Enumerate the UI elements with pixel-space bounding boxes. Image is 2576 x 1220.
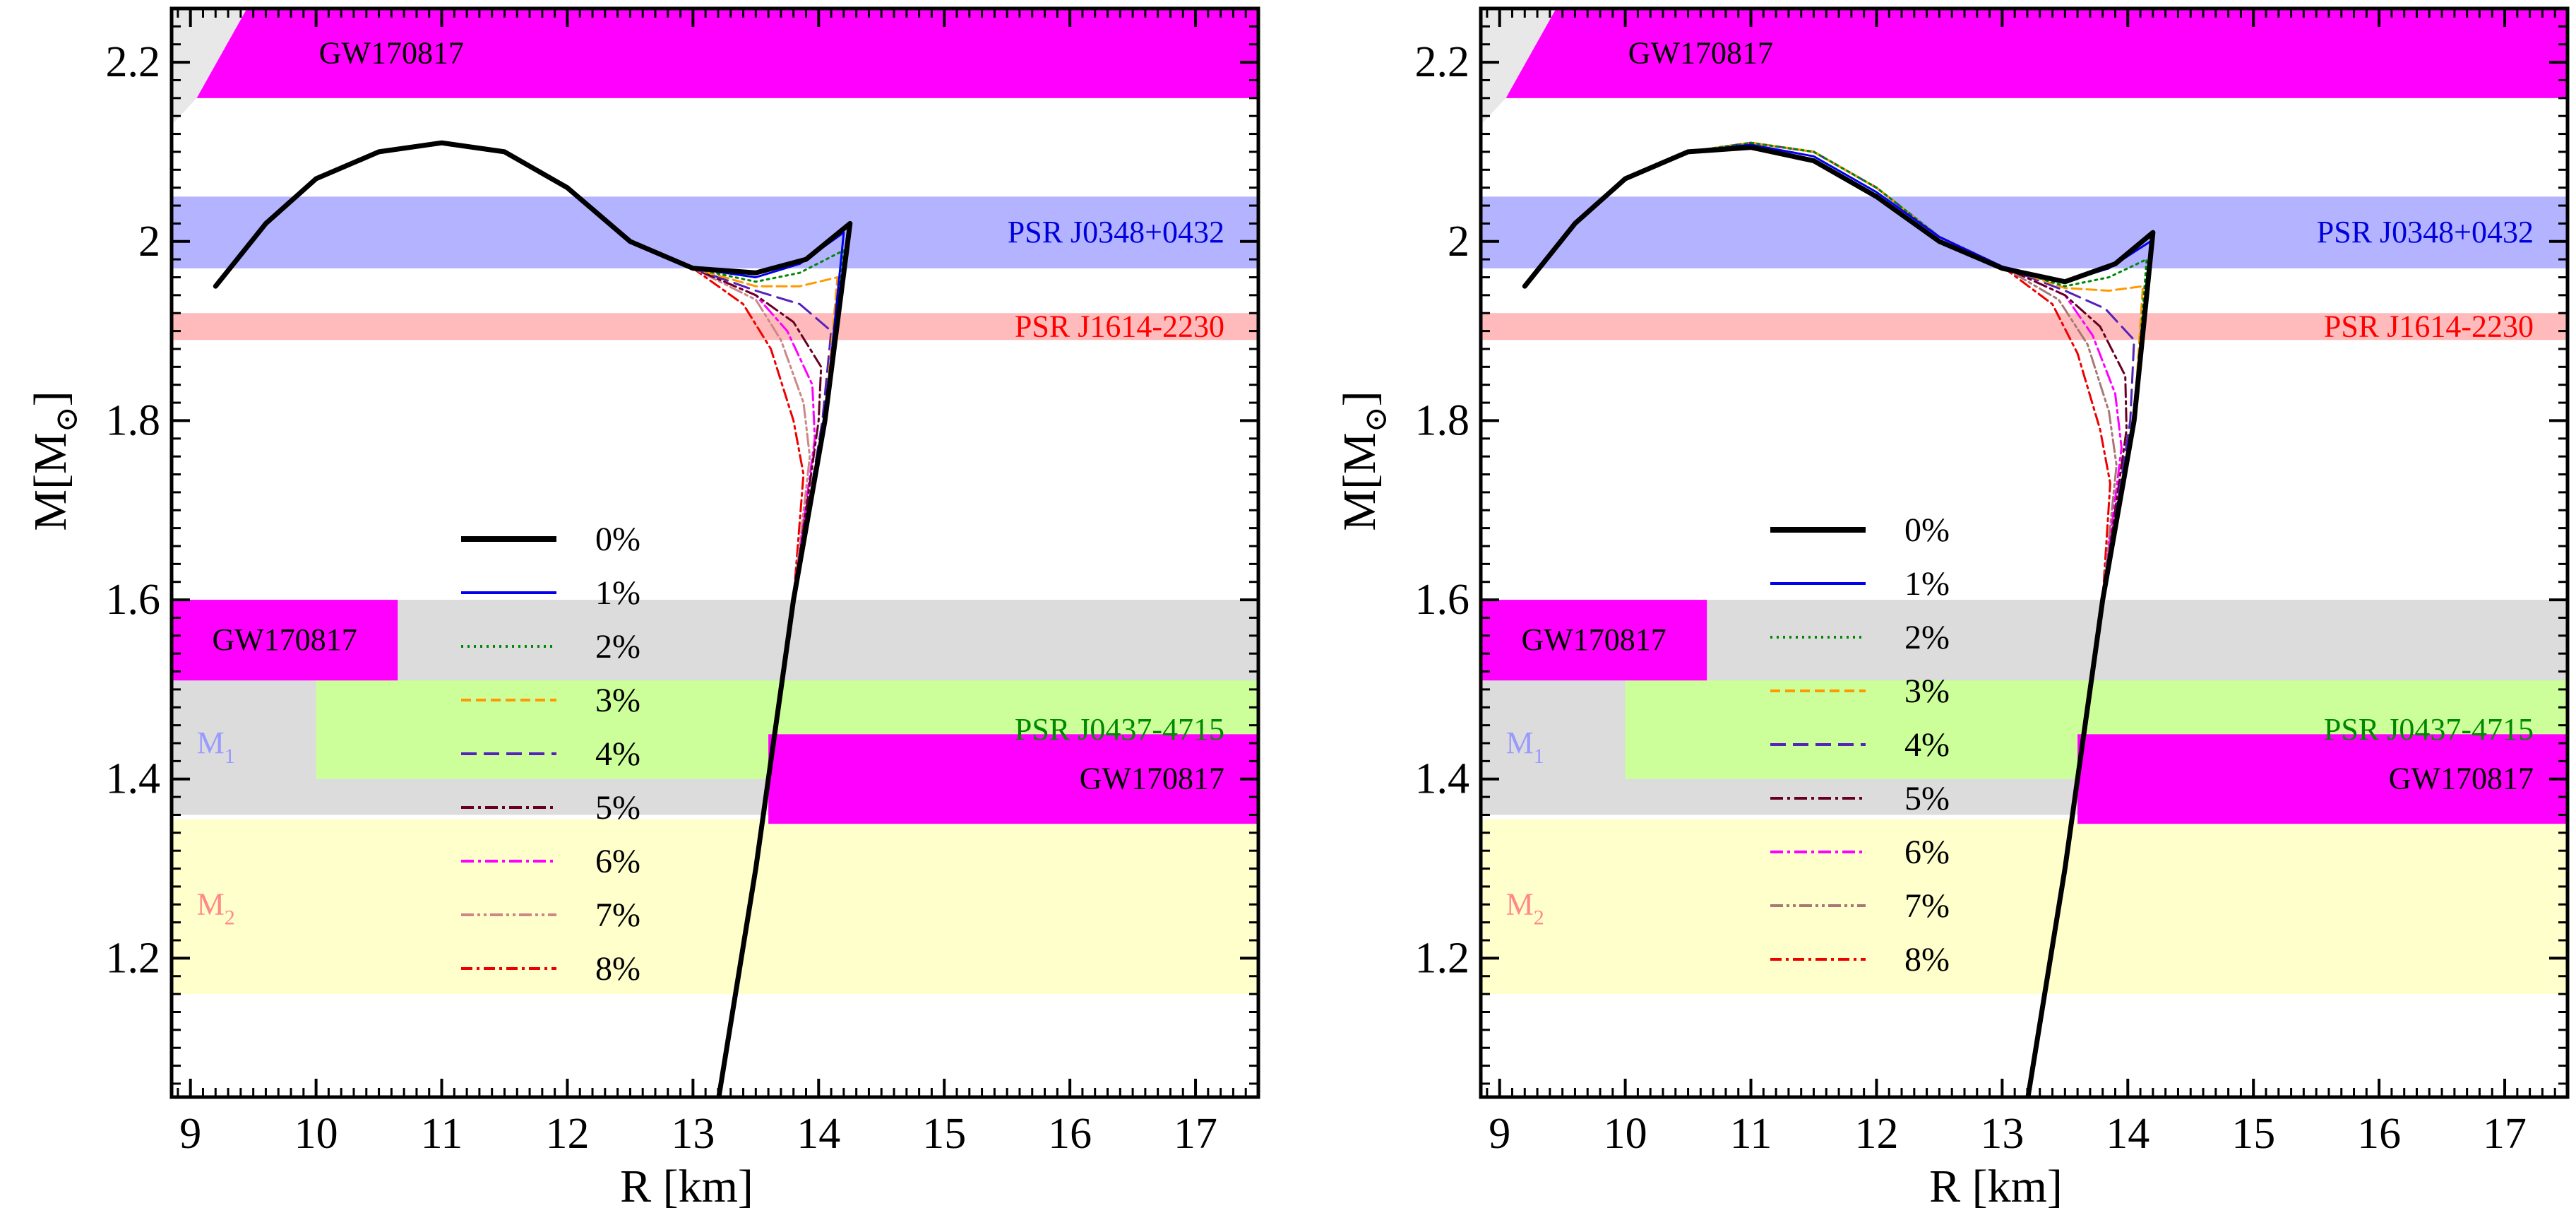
x-tick-label: 12 [545,1110,589,1158]
band-psr-j0348 [172,196,1258,268]
legend-label: 7% [595,896,640,934]
band-gw-right-label: GW170817 [1080,762,1224,796]
y-axis-label: M[M⊙] [1334,391,1393,531]
x-tick-label: 11 [421,1110,463,1158]
y-tick-label: 1.2 [106,934,161,982]
legend-label: 3% [595,682,640,719]
band-gw-top [196,8,1258,98]
plot-area [172,8,1258,1097]
legend-label: 2% [595,628,640,665]
region-label-m2: M2 [1506,887,1544,929]
series-line-0pct [1522,145,2156,1097]
plot-frame [169,6,1260,1099]
band-m2-yellow [1481,819,2568,995]
x-tick-label: 17 [1174,1110,1217,1158]
region-label-m2: M2 [197,887,235,929]
y-axis-label: M[M⊙] [25,391,84,531]
corner-wedge [172,8,247,125]
legend-label: 6% [1904,834,1950,871]
band-psr-j1614 [172,313,1258,340]
series-line-0pct [213,140,853,1097]
x-tick-label: 10 [294,1110,338,1158]
band-gw-right [768,734,1258,824]
legend: 0% 1% 2% 3% 4% 5% 6% 7% 8% [461,521,640,988]
legend-label: 0% [1904,511,1950,549]
x-tick-label: 15 [922,1110,966,1158]
band-gw-top [1505,8,2568,98]
region-label-m1: M1 [1506,726,1544,768]
band-psr-j0437-label: PSR J0437-4715 [1015,712,1224,747]
legend-label: 6% [595,843,640,880]
legend-label: 4% [595,735,640,773]
panel-right: PSR J0437-4715 PSR J1614-2230 PSR J0348+04… [1334,6,2570,1212]
y-tick-label: 2 [138,218,160,266]
x-tick-label: 10 [1604,1110,1647,1158]
band-gw-left-label: GW170817 [212,622,357,657]
band-gw-left-label: GW170817 [1521,622,1666,657]
x-tick-label: 17 [2483,1110,2527,1158]
x-tick-label: 13 [671,1110,715,1158]
x-tick-label: 9 [179,1110,201,1158]
band-psr-j1614 [1481,313,2568,340]
band-psr-j0348-label: PSR J0348+0432 [2317,215,2534,249]
region-label-m1: M1 [197,726,235,768]
band-psr-j0348 [1481,196,2568,268]
y-tick-label: 1.6 [106,576,161,624]
band-psr-j0348-label: PSR J0348+0432 [1008,215,1224,249]
band-psr-j1614-label: PSR J1614-2230 [2324,309,2534,343]
x-tick-label: 16 [2357,1110,2401,1158]
band-gw-top-label: GW170817 [1628,35,1773,70]
legend-label: 4% [1904,726,1950,764]
y-tick-label: 1.2 [1415,934,1470,982]
legend-label: 8% [1904,941,1950,978]
x-tick-label: 14 [2106,1110,2149,1158]
y-tick-label: 1.8 [106,396,161,444]
y-tick-label: 1.4 [106,755,161,803]
y-tick-label: 2 [1448,218,1469,266]
legend: 0% 1% 2% 3% 4% 5% 6% 7% 8% [1770,511,1950,978]
legend-label: 5% [595,789,640,827]
legend-label: 5% [1904,780,1950,817]
y-tick-label: 1.8 [1415,396,1470,444]
y-tick-label: 1.6 [1415,576,1470,624]
band-gw-left [172,600,398,681]
band-gw-right [2077,734,2568,824]
band-psr-j0437-label: PSR J0437-4715 [2324,712,2534,747]
legend-label: 8% [595,950,640,988]
x-tick-label: 14 [797,1110,840,1158]
band-gw-right-label: GW170817 [2389,762,2534,796]
legend-label: 3% [1904,673,1950,710]
legend-label: 1% [595,574,640,612]
x-tick-label: 16 [1048,1110,1092,1158]
legend-label: 7% [1904,887,1950,925]
band-m2-yellow [172,819,1258,995]
y-tick-label: 2.2 [1415,38,1470,86]
legend-label: 1% [1904,565,1950,603]
panel-left: PSR J0437-4715 PSR J1614-2230 PSR J0348+04… [25,6,1260,1212]
y-tick-label: 2.2 [106,38,161,86]
x-tick-label: 13 [1980,1110,2024,1158]
x-tick-label: 15 [2231,1110,2275,1158]
plot-area [1481,8,2568,1097]
x-axis-label: R [km] [620,1161,753,1212]
plot-frame [1479,6,2570,1099]
legend-label: 0% [595,521,640,558]
x-tick-label: 12 [1854,1110,1898,1158]
band-gw-left [1481,600,1707,681]
x-tick-label: 11 [1730,1110,1772,1158]
band-psr-j1614-label: PSR J1614-2230 [1015,309,1224,343]
corner-wedge [1481,8,1556,125]
x-axis-label: R [km] [1929,1161,2063,1212]
band-gw-top-label: GW170817 [319,35,464,70]
x-tick-label: 9 [1489,1110,1510,1158]
legend-label: 2% [1904,619,1950,656]
y-tick-label: 1.4 [1415,755,1470,803]
